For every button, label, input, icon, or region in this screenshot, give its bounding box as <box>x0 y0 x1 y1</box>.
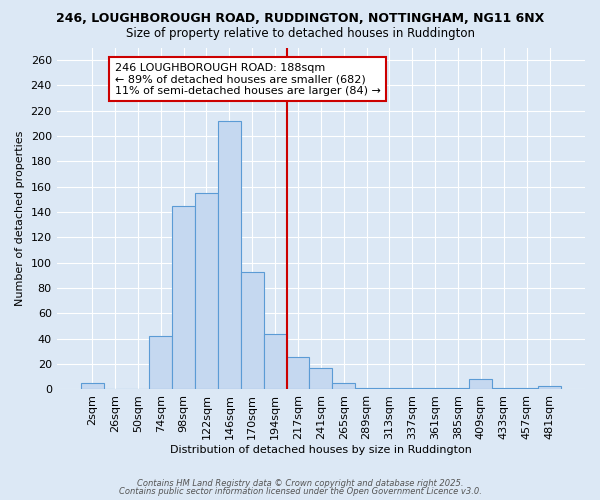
Text: 246, LOUGHBOROUGH ROAD, RUDDINGTON, NOTTINGHAM, NG11 6NX: 246, LOUGHBOROUGH ROAD, RUDDINGTON, NOTT… <box>56 12 544 26</box>
Bar <box>287 356 310 390</box>
Bar <box>378 388 401 390</box>
Bar <box>241 272 263 390</box>
Bar <box>401 388 424 390</box>
Bar <box>493 388 515 390</box>
Text: Contains HM Land Registry data © Crown copyright and database right 2025.: Contains HM Land Registry data © Crown c… <box>137 478 463 488</box>
Bar <box>446 388 469 390</box>
Bar <box>424 388 446 390</box>
Y-axis label: Number of detached properties: Number of detached properties <box>15 131 25 306</box>
Bar <box>469 380 493 390</box>
Text: Contains public sector information licensed under the Open Government Licence v3: Contains public sector information licen… <box>119 487 481 496</box>
Bar <box>218 121 241 390</box>
Bar <box>515 388 538 390</box>
Bar <box>538 386 561 390</box>
X-axis label: Distribution of detached houses by size in Ruddington: Distribution of detached houses by size … <box>170 445 472 455</box>
Bar <box>80 383 104 390</box>
Bar <box>355 388 378 390</box>
Bar <box>332 383 355 390</box>
Bar <box>195 193 218 390</box>
Bar <box>263 334 287 390</box>
Text: Size of property relative to detached houses in Ruddington: Size of property relative to detached ho… <box>125 28 475 40</box>
Bar <box>172 206 195 390</box>
Bar <box>149 336 172 390</box>
Text: 246 LOUGHBOROUGH ROAD: 188sqm
← 89% of detached houses are smaller (682)
11% of : 246 LOUGHBOROUGH ROAD: 188sqm ← 89% of d… <box>115 62 381 96</box>
Bar <box>310 368 332 390</box>
